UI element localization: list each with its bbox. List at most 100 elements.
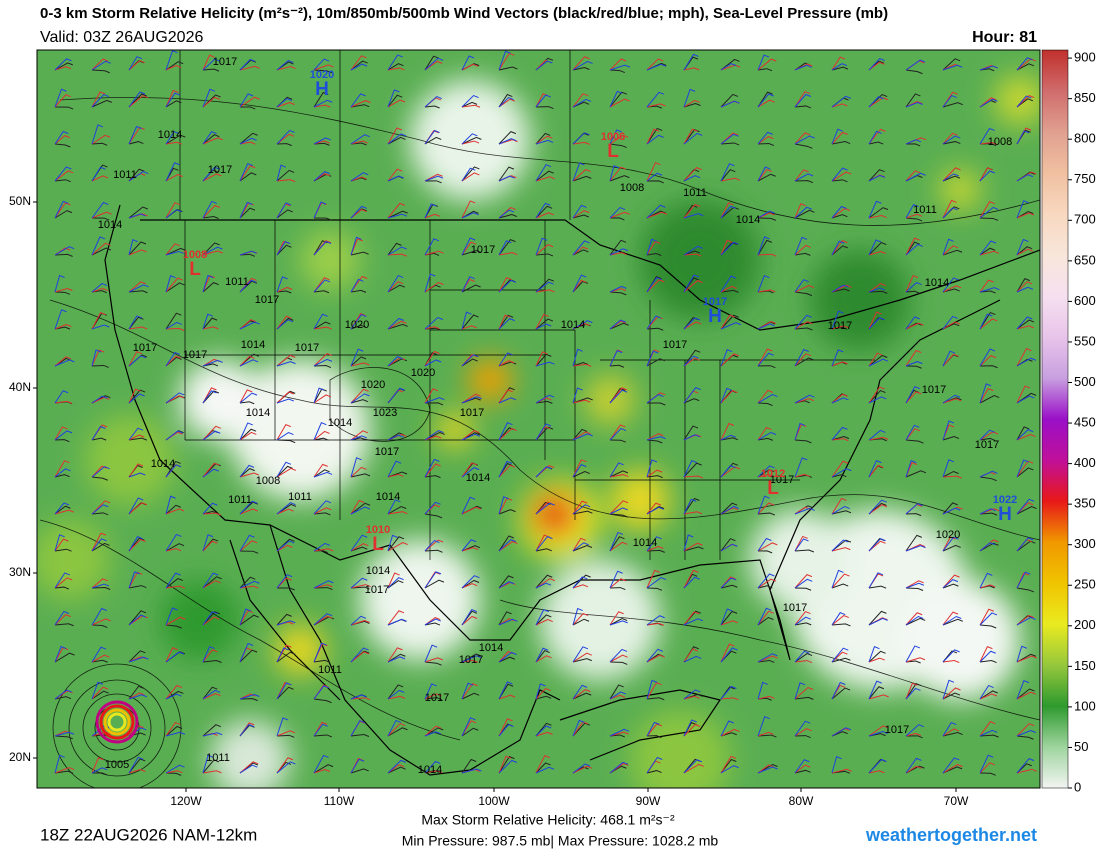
wind-barb	[350, 313, 367, 330]
isobar-label: 1014	[158, 129, 182, 141]
wind-barb	[313, 279, 331, 293]
wind-barb	[868, 464, 884, 478]
wind-barb	[609, 611, 624, 626]
wind-barb	[350, 388, 369, 404]
wind-barb	[831, 497, 847, 515]
wind-barb	[128, 610, 147, 626]
wind-barb	[239, 353, 259, 367]
wind-barb	[239, 163, 253, 182]
wind-barb	[128, 241, 147, 256]
wind-barb	[609, 387, 628, 404]
wind-barb	[387, 695, 406, 700]
wind-barb	[831, 426, 848, 441]
wind-barb	[387, 722, 406, 737]
wind-barb	[572, 722, 591, 737]
wind-barb	[831, 141, 851, 145]
wind-barb	[128, 290, 148, 294]
wind-barb	[128, 388, 141, 404]
wind-barb	[683, 498, 697, 515]
wind-barb	[905, 513, 922, 517]
wind-barb	[313, 277, 330, 293]
wind-barb	[831, 547, 851, 552]
wind-barb	[535, 619, 553, 626]
wind-barb	[387, 213, 408, 219]
wind-barb	[535, 649, 550, 663]
isobar-label: 1011	[288, 491, 312, 503]
wind-barb	[942, 245, 959, 256]
wind-barb	[572, 431, 591, 441]
wind-barb	[572, 98, 592, 108]
isobar-label: 1005	[105, 759, 129, 771]
colorbar-tick-label: 250	[1074, 577, 1096, 592]
wind-barb	[979, 650, 996, 663]
wind-barb	[683, 253, 702, 257]
wind-barb	[424, 618, 441, 626]
wind-barb	[350, 473, 371, 478]
isobar-label: 1011	[113, 169, 137, 181]
wind-barb	[942, 649, 960, 663]
wind-barb	[720, 133, 739, 145]
wind-barb	[794, 357, 814, 367]
wind-barb	[831, 56, 846, 71]
wind-barb	[646, 648, 663, 663]
wind-barb	[424, 770, 443, 774]
wind-barb	[831, 179, 848, 183]
wind-barb	[387, 253, 407, 257]
wind-barb	[609, 761, 629, 774]
pressure-center-value: 1006	[601, 131, 625, 143]
wind-barb	[239, 392, 258, 404]
helicity-blob	[160, 580, 240, 660]
wind-barb	[868, 650, 886, 663]
wind-barb	[165, 131, 180, 145]
wind-barb	[572, 362, 589, 367]
wind-barb	[128, 351, 142, 367]
colorbar-tick-label: 350	[1074, 496, 1096, 511]
wind-barb	[350, 647, 369, 663]
wind-barb	[609, 364, 625, 368]
wind-barb	[424, 60, 443, 71]
wind-barb	[535, 548, 552, 552]
wind-barb	[165, 572, 181, 589]
wind-barb	[609, 462, 624, 478]
wind-barb	[720, 610, 738, 626]
wind-barb	[498, 98, 516, 108]
wind-barb	[54, 577, 73, 589]
wind-barb	[646, 240, 661, 256]
wind-barb	[424, 622, 441, 626]
wind-barb	[165, 395, 185, 404]
wind-barb	[387, 684, 404, 700]
wind-barb	[239, 321, 260, 330]
wind-barb	[683, 321, 702, 330]
wind-barb	[276, 465, 293, 478]
wind-barb	[313, 469, 330, 478]
wind-barb	[794, 209, 815, 219]
wind-barb	[942, 692, 961, 700]
wind-barb	[535, 313, 549, 330]
wind-barb	[757, 131, 773, 145]
helicity-blob	[640, 200, 760, 320]
isobar-label: 1014	[328, 417, 352, 429]
wind-barb	[202, 200, 217, 219]
colorbar-tick-label: 300	[1074, 536, 1096, 551]
wind-barb	[757, 512, 776, 516]
wind-barb	[831, 393, 848, 404]
wind-barb	[424, 273, 436, 293]
wind-barb	[831, 435, 850, 441]
wind-barb	[794, 660, 813, 664]
wind-barb	[91, 772, 108, 776]
wind-barb	[979, 772, 996, 776]
wind-barb	[757, 585, 773, 589]
wind-barb	[54, 460, 70, 478]
isobar-label: 1020	[936, 529, 960, 541]
wind-barb	[387, 689, 405, 700]
wind-barb	[794, 135, 815, 145]
wind-barb	[387, 89, 400, 108]
wind-barb	[202, 512, 221, 516]
wind-barb	[424, 55, 439, 71]
wind-barb	[942, 766, 963, 774]
wind-barb	[387, 759, 407, 774]
wind-barb	[683, 689, 701, 700]
wind-barb	[165, 355, 181, 367]
wind-barb	[350, 586, 370, 590]
